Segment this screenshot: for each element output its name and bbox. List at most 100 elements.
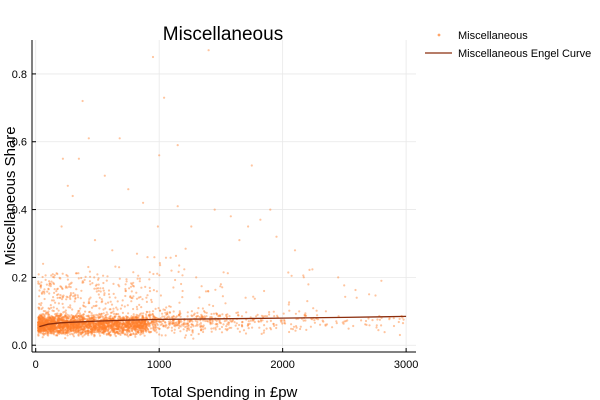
- scatter-point-2895: [188, 328, 191, 331]
- scatter-point-504: [139, 322, 142, 325]
- scatter-point-281: [76, 324, 79, 327]
- scatter-point-2825: [211, 319, 214, 322]
- scatter-point-494: [130, 325, 134, 328]
- scatter-point-524: [94, 325, 97, 328]
- scatter-point-916: [82, 315, 85, 319]
- scatter-point-1538: [130, 290, 133, 293]
- scatter-point-1172: [49, 320, 53, 323]
- scatter-point-2306: [78, 314, 81, 317]
- scatter-point-44: [59, 312, 62, 315]
- scatter-point-2450: [85, 332, 88, 335]
- scatter-point-3189: [77, 157, 80, 160]
- scatter-point-264: [39, 328, 43, 331]
- scatter-point-1350: [107, 321, 110, 324]
- scatter-point-923: [99, 334, 102, 337]
- scatter-point-1169: [59, 277, 62, 280]
- scatter-point-2451: [132, 313, 135, 316]
- scatter-point-2397: [145, 313, 148, 316]
- scatter-point-691: [61, 302, 64, 305]
- scatter-point-2704: [154, 307, 157, 310]
- scatter-point-439: [43, 292, 46, 295]
- scatter-point-616: [44, 322, 48, 325]
- scatter-point-808: [102, 308, 105, 311]
- scatter-point-142: [48, 324, 51, 327]
- scatter-point-2909: [168, 311, 171, 314]
- scatter-point-388: [92, 324, 95, 327]
- scatter-point-869: [42, 322, 45, 325]
- scatter-point-2830: [170, 326, 173, 329]
- scatter-point-1023: [41, 316, 44, 319]
- scatter-point-1269: [50, 315, 54, 318]
- scatter-point-670: [45, 311, 48, 314]
- scatter-point-256: [62, 325, 65, 328]
- scatter-point-3136: [380, 324, 383, 327]
- scatter-point-532: [37, 280, 40, 283]
- scatter-point-415: [98, 332, 101, 335]
- scatter-point-738: [99, 322, 102, 326]
- scatter-point-54: [49, 327, 52, 330]
- scatter-point-1093: [54, 315, 57, 319]
- scatter-point-786: [140, 331, 143, 334]
- scatter-point-3066: [294, 312, 297, 315]
- scatter-point-246: [127, 322, 130, 325]
- scatter-point-393: [54, 326, 57, 329]
- scatter-point-1076: [38, 314, 41, 317]
- legend-label-line: Miscellaneous Engel Curve: [458, 48, 591, 60]
- scatter-point-3193: [71, 194, 74, 198]
- scatter-point-98: [37, 328, 40, 331]
- scatter-point-410: [144, 317, 148, 320]
- scatter-point-251: [59, 329, 62, 332]
- scatter-point-331: [80, 326, 83, 329]
- scatter-point-2345: [112, 327, 115, 330]
- scatter-point-105: [97, 287, 100, 290]
- scatter-point-2558: [134, 315, 137, 318]
- scatter-point-115: [144, 320, 147, 323]
- scatter-point-485: [60, 329, 64, 332]
- scatter-point-1109: [122, 329, 125, 332]
- scatter-point-874: [97, 323, 100, 327]
- scatter-point-2761: [207, 290, 210, 293]
- scatter-point-397: [127, 325, 130, 328]
- scatter-point-551: [71, 308, 74, 311]
- scatter-point-2673: [152, 289, 155, 292]
- scatter-point-631: [90, 321, 93, 324]
- scatter-point-2137: [124, 294, 127, 298]
- scatter-point-1223: [45, 330, 48, 333]
- scatter-points: [37, 49, 405, 340]
- scatter-point-108: [101, 322, 104, 325]
- scatter-point-394: [77, 329, 80, 332]
- scatter-point-2810: [215, 322, 218, 325]
- scatter-point-879: [129, 333, 132, 337]
- scatter-point-3031: [287, 271, 290, 274]
- scatter-point-203: [43, 326, 46, 330]
- scatter-point-2578: [69, 330, 72, 333]
- scatter-point-1860: [43, 290, 46, 293]
- scatter-point-49: [44, 319, 47, 322]
- scatter-point-520: [113, 327, 117, 330]
- scatter-point-134: [52, 275, 55, 279]
- scatter-point-3112: [294, 329, 297, 332]
- scatter-point-1359: [117, 315, 120, 318]
- scatter-point-3186: [176, 144, 179, 147]
- scatter-point-1330: [122, 323, 125, 326]
- scatter-point-782: [48, 292, 51, 295]
- scatter-point-2653: [210, 327, 213, 330]
- scatter-point-101: [75, 323, 78, 326]
- scatter-point-1230: [79, 318, 82, 321]
- scatter-point-93: [110, 328, 113, 332]
- scatter-point-765: [37, 316, 40, 319]
- scatter-point-1958: [109, 330, 112, 333]
- scatter-point-188: [102, 321, 105, 324]
- scatter-point-2566: [55, 325, 59, 329]
- scatter-point-753: [97, 322, 100, 325]
- x-tick-label-3: 3000: [394, 359, 418, 371]
- scatter-point-1529: [42, 312, 45, 316]
- scatter-point-64: [122, 316, 125, 319]
- scatter-point-3223: [219, 283, 222, 286]
- scatter-point-811: [110, 323, 113, 326]
- scatter-point-2808: [153, 256, 156, 259]
- scatter-point-3055: [224, 302, 227, 305]
- scatter-point-1375: [44, 278, 47, 281]
- scatter-point-278: [56, 334, 59, 337]
- scatter-point-834: [64, 323, 67, 326]
